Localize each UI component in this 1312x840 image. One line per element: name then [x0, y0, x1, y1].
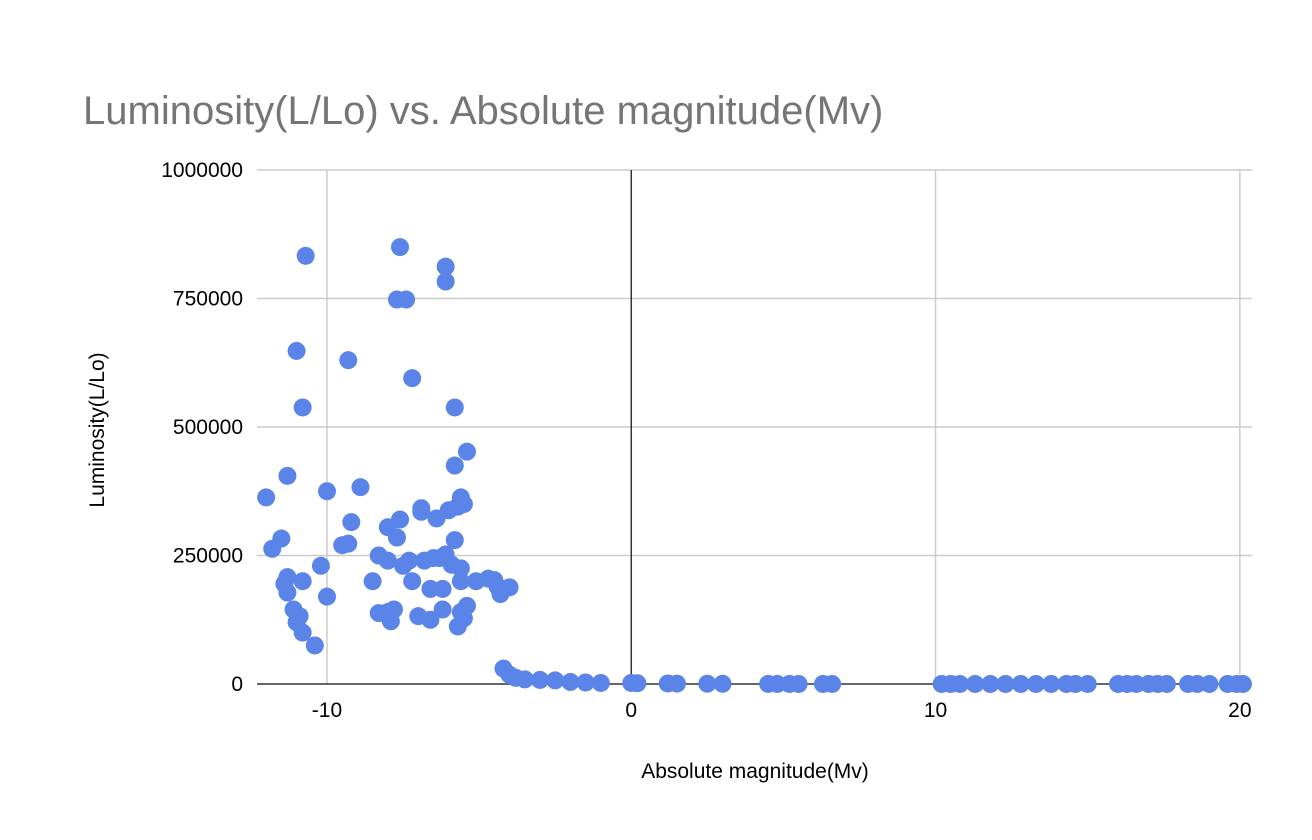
data-point [628, 674, 647, 693]
data-point [378, 551, 397, 570]
data-point [305, 636, 324, 655]
data-point [823, 674, 842, 693]
data-point [457, 596, 476, 615]
data-point [950, 674, 969, 693]
data-point [1011, 674, 1030, 693]
data-point [445, 531, 464, 550]
y-tick-label: 500000 [173, 416, 243, 439]
data-point [1078, 674, 1097, 693]
data-point [293, 623, 312, 642]
data-point [445, 456, 464, 475]
data-point [339, 351, 358, 370]
data-point [713, 674, 732, 693]
data-point [278, 466, 297, 485]
data-point [391, 510, 410, 529]
data-point [500, 578, 519, 597]
x-axis-label: Absolute magnitude(Mv) [641, 760, 869, 783]
data-point [436, 272, 455, 291]
data-point [421, 610, 440, 629]
data-point [454, 495, 473, 514]
data-point [576, 673, 595, 692]
data-point [287, 341, 306, 360]
data-point [384, 600, 403, 619]
data-point [445, 398, 464, 417]
data-point [561, 672, 580, 691]
y-tick-label: 750000 [173, 288, 243, 311]
data-points [257, 238, 1252, 693]
data-point [591, 673, 610, 692]
x-tick-label: 10 [924, 699, 947, 722]
data-point [272, 529, 291, 548]
data-point [317, 482, 336, 501]
data-point [789, 674, 808, 693]
chart-title: Luminosity(L/Lo) vs. Absolute magnitude(… [83, 89, 883, 133]
data-point [317, 587, 336, 606]
y-tick-label: 250000 [173, 545, 243, 568]
data-point [278, 583, 297, 602]
data-point [996, 674, 1015, 693]
data-point [363, 572, 382, 591]
data-point [351, 478, 370, 497]
data-point [293, 398, 312, 417]
data-point [433, 600, 452, 619]
data-point [433, 579, 452, 598]
data-point [530, 670, 549, 689]
data-point [412, 499, 431, 518]
data-point [397, 290, 416, 309]
data-point [698, 674, 717, 693]
data-point [400, 551, 419, 570]
data-point [403, 369, 422, 388]
data-point [546, 671, 565, 690]
data-point [457, 442, 476, 461]
data-point [278, 568, 297, 587]
data-point [1042, 674, 1061, 693]
data-point [1157, 674, 1176, 693]
data-point [451, 572, 470, 591]
data-point [966, 674, 985, 693]
data-point [293, 572, 312, 591]
data-point [257, 488, 276, 507]
x-tick-label: 20 [1228, 699, 1251, 722]
data-point [342, 513, 361, 532]
data-point [391, 238, 410, 257]
data-point [339, 534, 358, 553]
data-point [403, 572, 422, 591]
x-tick-label: -10 [312, 699, 342, 722]
data-point [451, 559, 470, 578]
data-point [1200, 674, 1219, 693]
data-point [436, 257, 455, 276]
data-point [667, 674, 686, 693]
data-point [296, 246, 315, 265]
data-point [290, 607, 309, 626]
data-point [387, 528, 406, 547]
data-point [515, 670, 534, 689]
y-axis-label: Luminosity(L/Lo) [86, 352, 109, 507]
tick-labels: 0 250000 500000 750000 1000000 -10 0 10 20 [161, 159, 1251, 722]
data-point [1026, 674, 1045, 693]
y-tick-label: 0 [231, 673, 243, 696]
data-point [311, 556, 330, 575]
y-tick-label: 1000000 [161, 159, 243, 182]
data-point [1233, 674, 1252, 693]
x-tick-label: 0 [625, 699, 637, 722]
data-point [981, 674, 1000, 693]
